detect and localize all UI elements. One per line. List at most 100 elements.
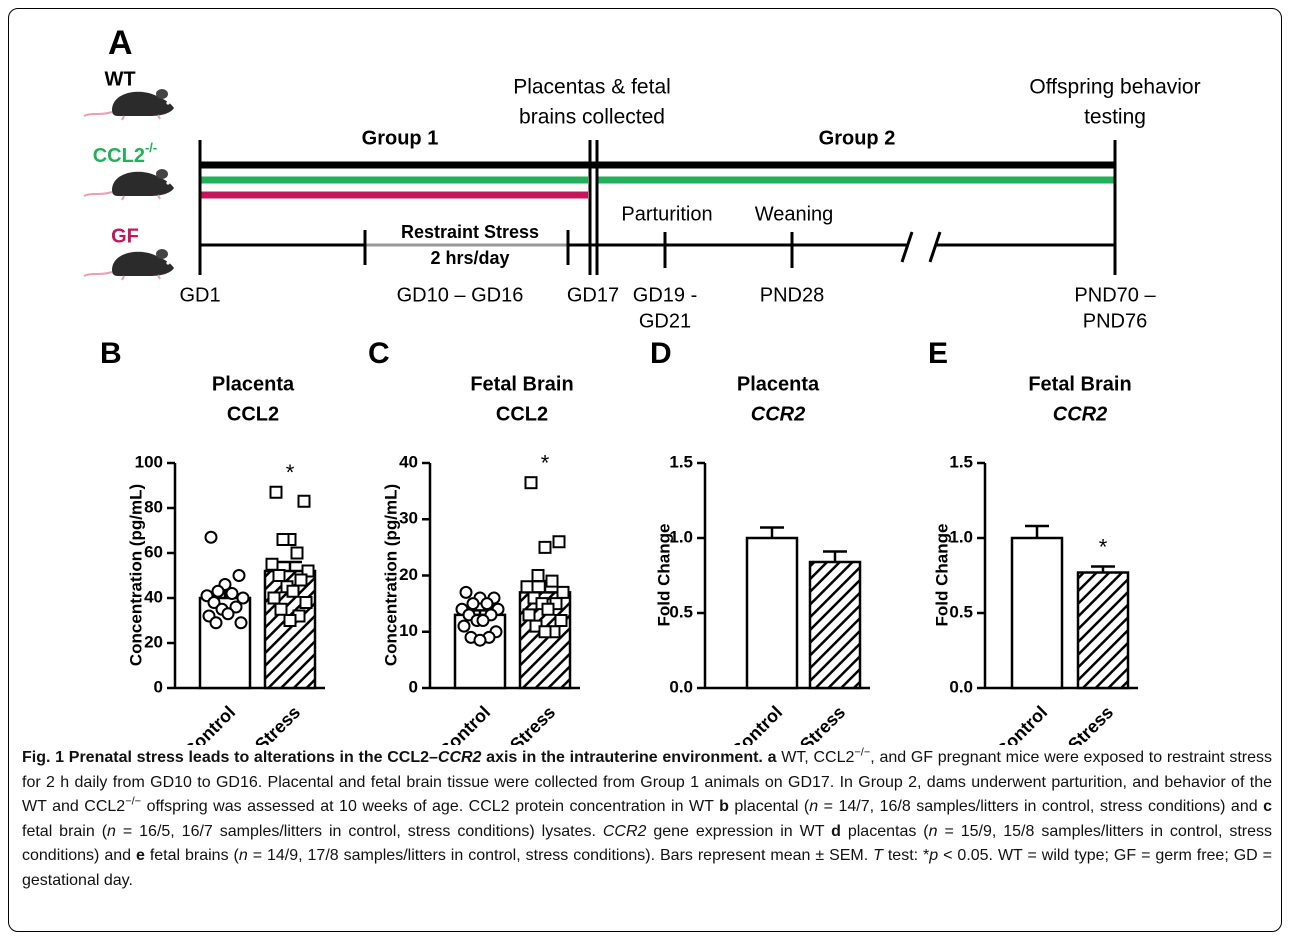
caption-run: n — [809, 798, 818, 815]
data-point — [301, 597, 312, 608]
x-tick-label: Stress — [796, 702, 849, 745]
data-point — [299, 496, 310, 507]
y-tick-label: 1.0 — [949, 527, 973, 546]
data-point — [296, 575, 307, 586]
data-point — [478, 615, 489, 626]
data-point — [522, 581, 533, 592]
x-tick-label: Stress — [251, 702, 304, 745]
caption-run: b — [719, 798, 729, 815]
chart-title: CCL2 — [496, 403, 548, 425]
caption-run: = 14/9, 17/8 samples/litters in control,… — [248, 847, 873, 864]
page: {"timeline": {"label": "A", "strains": [… — [0, 0, 1290, 942]
significance-marker: * — [541, 451, 550, 476]
data-point — [461, 587, 472, 598]
data-point — [540, 626, 551, 637]
x-tick-label: Control — [180, 702, 239, 745]
x-tick-label: Stress — [506, 702, 559, 745]
day-label: GD17 — [567, 284, 619, 306]
data-point — [278, 534, 289, 545]
data-point — [459, 621, 470, 632]
group-label: Group 2 — [819, 127, 896, 149]
mouse-icon — [84, 169, 174, 200]
event-label: Weaning — [755, 203, 834, 225]
y-axis-label: Concentration (pg/mL) — [381, 484, 400, 666]
group-label: Group 1 — [362, 127, 439, 149]
day-label: PND28 — [760, 284, 824, 306]
significance-marker: * — [1099, 534, 1108, 559]
strain-name: CCL2 — [93, 145, 145, 167]
day-label: PND70 – — [1074, 284, 1156, 306]
caption-run: Fig. 1 Prenatal stress leads to alterati… — [22, 749, 438, 766]
caption-run: e — [136, 847, 145, 864]
data-point — [482, 598, 493, 609]
caption-run: d — [831, 823, 841, 840]
data-point — [540, 542, 551, 553]
event-label: Parturition — [621, 203, 712, 225]
caption-run: fetal brains ( — [145, 847, 239, 864]
caption-run: −/− — [854, 747, 870, 759]
day-label: GD21 — [639, 310, 691, 332]
caption-run: WT, CCL2 — [776, 749, 854, 766]
caption-run: test: * — [883, 847, 929, 864]
data-point — [267, 559, 278, 570]
y-tick-label: 0 — [409, 677, 418, 696]
data-point — [547, 576, 558, 587]
caption-run: = 14/7, 16/8 samples/litters in control,… — [818, 798, 1263, 815]
chart-title: Fetal Brain — [1028, 373, 1131, 395]
panel-label: C — [368, 337, 390, 370]
data-point — [558, 587, 569, 598]
strain-superscript: -/- — [145, 140, 157, 155]
caption-run: placental ( — [729, 798, 809, 815]
y-tick-label: 1.0 — [669, 527, 693, 546]
data-point — [213, 586, 224, 597]
panel-label: A — [108, 24, 133, 62]
caption-run: c — [1263, 798, 1272, 815]
x-tick-label: Control — [992, 702, 1051, 745]
y-tick-label: 20 — [144, 632, 163, 651]
caption-run: T — [873, 847, 883, 864]
data-point — [288, 586, 299, 597]
bar — [810, 562, 860, 688]
y-tick-label: 0.0 — [669, 677, 693, 696]
caption-run: n — [239, 847, 248, 864]
y-tick-label: 0 — [154, 677, 163, 696]
y-tick-label: 0.5 — [949, 602, 973, 621]
panel-label: E — [928, 337, 948, 370]
timepoint-label: testing — [1084, 106, 1146, 129]
caption-run: placentas ( — [841, 823, 929, 840]
day-label: GD10 – GD16 — [397, 284, 524, 306]
figure: A WT CCL2-/- GF Placentas & fetal brains… — [0, 0, 1290, 745]
day-label: PND76 — [1083, 310, 1147, 332]
bar — [747, 538, 797, 688]
data-point — [292, 548, 303, 559]
y-tick-label: 1.5 — [669, 452, 693, 471]
data-point — [271, 487, 282, 498]
y-tick-label: 100 — [135, 452, 163, 471]
caption-run: fetal brain ( — [22, 823, 107, 840]
y-tick-label: 40 — [144, 587, 163, 606]
bar — [1012, 538, 1062, 688]
data-point — [533, 570, 544, 581]
y-tick-label: 30 — [399, 509, 418, 528]
data-point — [236, 617, 247, 628]
data-point — [234, 570, 245, 581]
y-tick-label: 60 — [144, 542, 163, 561]
y-tick-label: 1.5 — [949, 452, 973, 471]
timepoint-label: brains collected — [519, 106, 665, 129]
panel-label: D — [650, 337, 672, 370]
x-tick-label: Control — [727, 702, 786, 745]
stress-label: 2 hrs/day — [430, 248, 509, 268]
data-point — [475, 635, 486, 646]
x-tick-label: Stress — [1064, 702, 1117, 745]
caption-run: p — [929, 847, 938, 864]
data-point — [276, 604, 287, 615]
chart-title: Fetal Brain — [470, 373, 573, 395]
caption-run: n — [929, 823, 938, 840]
data-point — [468, 598, 479, 609]
y-tick-label: 20 — [399, 565, 418, 584]
y-tick-label: 0.0 — [949, 677, 973, 696]
y-tick-label: 10 — [399, 621, 418, 640]
data-point — [211, 617, 222, 628]
chart-title: CCR2 — [751, 403, 805, 425]
y-tick-label: 40 — [399, 452, 418, 471]
